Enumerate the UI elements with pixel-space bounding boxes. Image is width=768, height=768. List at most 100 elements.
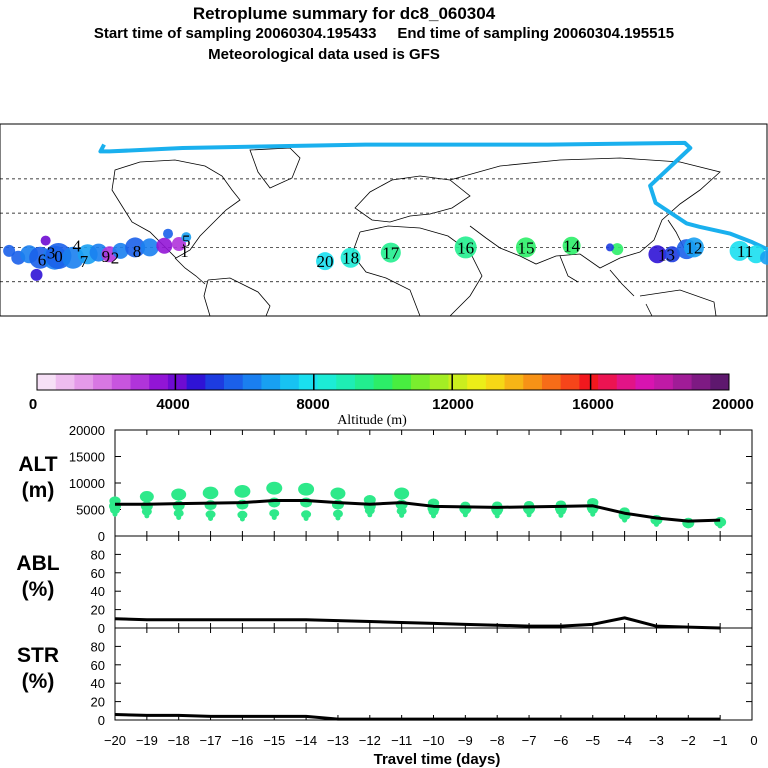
time-series-panels: 0 5000 10000 15000 20000 ALT (m) 0 20 40 60 80 ABL (%… [16, 423, 757, 748]
day-label: 5 [182, 232, 191, 251]
plume-blob [316, 252, 335, 271]
colorbar-swatch [298, 374, 318, 390]
series-line [114, 712, 721, 721]
colorbar-tick-label: 12000 [432, 396, 474, 413]
colorbar-swatch [448, 374, 468, 390]
plume-top-marker [330, 487, 346, 500]
coastlines [111, 147, 721, 317]
panel-frame [114, 627, 753, 721]
y-tick-label: 60 [91, 658, 105, 673]
plume-low-marker [653, 521, 659, 527]
colorbar-swatch [467, 374, 487, 390]
plume-top-marker [202, 486, 219, 500]
colorbar-swatch [93, 374, 113, 390]
plume-low-marker [176, 514, 182, 520]
plume-top-marker [171, 488, 187, 501]
end-time-label: End time of sampling 20060304.195515 [397, 25, 675, 42]
panel-alt: 0 5000 10000 15000 20000 ALT (m) [18, 423, 753, 544]
plume-blob [683, 237, 704, 258]
plume-low-marker [717, 523, 723, 529]
x-tick-labels: −20 −19 −18 −17 −16 −15 −14 −13 −12 −11 −10 −9 −8 −7−… [104, 733, 758, 748]
plume-blob [112, 242, 129, 259]
panel-ylabel-units: (%) [22, 578, 55, 601]
chart-title: Retroplume summary for dc8_060304 [192, 4, 496, 23]
plume-blob [163, 228, 174, 239]
flight-track-line [98, 140, 768, 252]
plume-low-marker [112, 511, 118, 517]
day-label: 4 [72, 237, 81, 256]
plume-mid-marker [395, 499, 408, 510]
series-line [115, 498, 721, 523]
day-label: 20 [317, 252, 334, 271]
x-axis-label: Travel time (days) [374, 751, 501, 768]
colorbar-tick-label: 20000 [712, 396, 754, 413]
x-tick-label: −15 [263, 733, 285, 748]
met-data-label: Meteorological data used is GFS [208, 46, 440, 63]
plume-low-marker [271, 514, 277, 520]
panel-ylabel: STR [17, 644, 59, 667]
plume-low-marker [622, 517, 628, 523]
colorbar-swatch [317, 374, 337, 390]
day-labels: 20 18 17 16 15 14 13 12 11 9 8 7 6 5 43 2 1 0 [38, 232, 754, 272]
map-frame [0, 123, 768, 317]
plume-blob [454, 236, 477, 259]
x-tick-label: −5 [585, 733, 600, 748]
plume-blob [140, 238, 159, 257]
y-tick-label: 15000 [69, 450, 105, 465]
x-tick-label: 0 [750, 733, 757, 748]
x-tick-label: −19 [136, 733, 158, 748]
plume-blob [562, 236, 581, 255]
colorbar-swatch [224, 374, 244, 390]
panel-ylabel-units: (%) [22, 670, 55, 693]
x-tick-label: −2 [681, 733, 696, 748]
plume-blob [380, 242, 401, 263]
y-tick-label: 20000 [69, 423, 105, 438]
colorbar-swatch [616, 374, 636, 390]
y-tick-label: 0 [98, 713, 105, 728]
plume-blob [30, 268, 43, 281]
y-tick-label: 80 [91, 547, 105, 562]
plume-bottom-marker [301, 510, 312, 519]
sampling-times: Start time of sampling 20060304.195433 E… [0, 25, 768, 42]
panel-ylabel: ALT [18, 453, 57, 476]
y-tick-label: 0 [98, 529, 105, 544]
plume-blob [729, 240, 750, 261]
panel-ylabel-units: (m) [22, 479, 55, 502]
colorbar-swatch [598, 374, 618, 390]
plume-low-marker [335, 515, 341, 521]
x-tick-label: −9 [458, 733, 473, 748]
colorbar-swatch [354, 374, 375, 390]
colorbar-swatch [242, 374, 262, 390]
plume-low-marker [590, 511, 596, 517]
plume-bottom-marker [173, 509, 184, 518]
colorbar-swatch [579, 374, 599, 390]
x-tick-label: −20 [104, 733, 126, 748]
colorbar-swatch [167, 374, 188, 390]
plume-blob [171, 237, 186, 251]
plume-blob [181, 232, 192, 243]
plume-blob [40, 235, 51, 246]
plume-bottom-marker [205, 510, 216, 519]
plume-blob [605, 243, 614, 252]
plume-blob [340, 247, 361, 268]
colorbar-swatch [111, 374, 131, 390]
plume-low-marker [494, 513, 500, 519]
plume-low-marker [462, 512, 468, 518]
plume-low-marker [431, 513, 436, 519]
plume-low-marker [367, 512, 373, 518]
plume-bottom-marker [332, 509, 343, 518]
plume-blob [156, 237, 173, 254]
plume-top-marker [266, 481, 283, 495]
x-tick-label: −12 [359, 733, 381, 748]
colorbar-tick-label: 4000 [156, 396, 189, 413]
x-tick-label: −14 [295, 733, 317, 748]
day-label: 7 [80, 252, 89, 271]
flight-track [98, 140, 768, 252]
y-tick-label: 20 [91, 695, 105, 710]
plume-blob [125, 237, 146, 258]
y-tick-label: 20 [91, 603, 105, 618]
x-tick-label: −10 [422, 733, 444, 748]
colorbar-swatch [691, 374, 711, 390]
plume-blob [760, 250, 768, 265]
